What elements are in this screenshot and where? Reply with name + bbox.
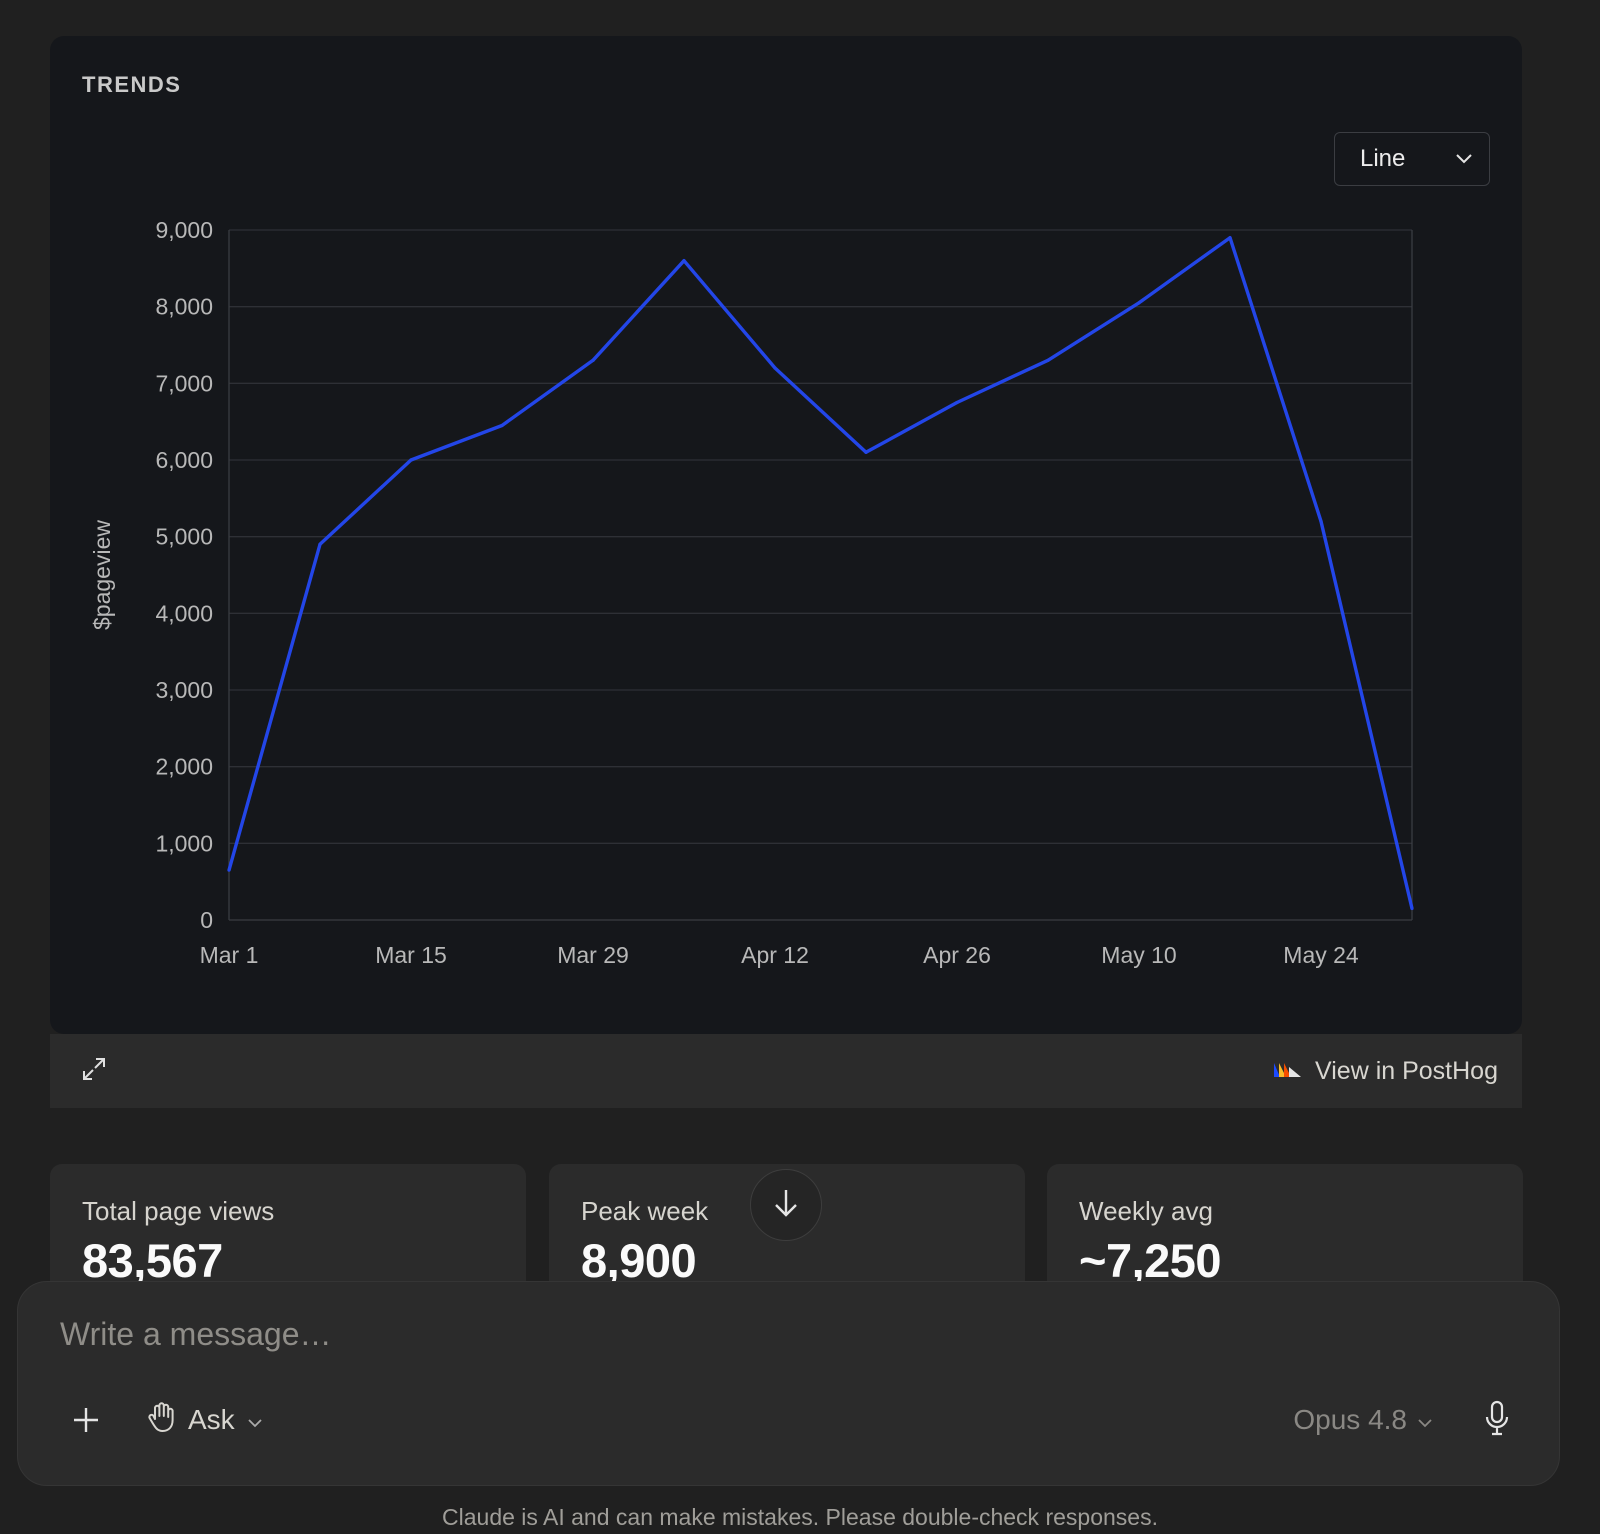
trends-line-chart: 0 1,000 2,000 3,000 4,000 5,000 6,000 7,000 8,00… <box>89 217 1414 968</box>
x-tick-label: May 10 <box>1101 942 1176 968</box>
microphone-icon <box>1482 1400 1512 1441</box>
expand-icon <box>81 1056 107 1087</box>
stat-label: Weekly avg <box>1079 1196 1213 1226</box>
chevron-down-icon <box>1455 153 1473 165</box>
x-tick-label: Apr 12 <box>741 942 809 968</box>
disclaimer-text: Claude is AI and can make mistakes. Plea… <box>442 1504 1158 1530</box>
voice-input-button[interactable] <box>1479 1400 1515 1440</box>
y-tick-label: 7,000 <box>155 370 213 396</box>
x-tick-label: Apr 26 <box>923 942 991 968</box>
x-tick-label: Mar 15 <box>375 942 447 968</box>
data-point <box>227 868 231 872</box>
add-attachment-button[interactable] <box>70 1404 102 1436</box>
stat-label: Total page views <box>82 1196 275 1226</box>
stat-value: ~7,250 <box>1079 1234 1222 1287</box>
data-point <box>591 358 595 362</box>
y-axis-title: $pageview <box>89 520 115 630</box>
y-tick-label: 0 <box>200 907 213 933</box>
model-label: Opus 4.8 <box>1293 1404 1407 1435</box>
series-line <box>227 235 1414 909</box>
y-tick-label: 5,000 <box>155 524 213 550</box>
mode-selector[interactable]: Ask <box>146 1400 263 1440</box>
x-tick-label: May 24 <box>1283 942 1359 968</box>
y-tick-label: 2,000 <box>155 754 213 780</box>
y-tick-label: 3,000 <box>155 677 213 703</box>
data-point <box>500 423 504 428</box>
view-in-posthog-link[interactable]: View in PostHog <box>1273 1057 1498 1086</box>
data-point <box>682 259 686 263</box>
y-tick-label: 1,000 <box>155 830 213 856</box>
data-point <box>773 366 777 370</box>
posthog-logo-icon <box>1273 1057 1303 1086</box>
data-point <box>1137 301 1141 305</box>
expand-button[interactable] <box>80 1057 108 1085</box>
y-tick-label: 6,000 <box>155 447 213 473</box>
chart-type-label: Line <box>1360 145 1406 172</box>
hand-icon <box>146 1401 176 1440</box>
x-tick-label: Mar 1 <box>200 942 259 968</box>
stat-label: Peak week <box>581 1196 709 1226</box>
stat-value: 8,900 <box>581 1234 697 1287</box>
data-point <box>318 542 322 546</box>
message-input[interactable] <box>60 1312 1460 1356</box>
data-point <box>864 450 868 454</box>
data-point <box>955 400 959 405</box>
data-point <box>1319 519 1323 523</box>
y-tick-label: 9,000 <box>155 217 213 243</box>
plus-icon <box>70 1408 102 1440</box>
scroll-to-bottom-button[interactable] <box>750 1169 822 1241</box>
chevron-down-icon <box>1417 1404 1433 1436</box>
mode-label: Ask <box>188 1404 235 1435</box>
message-composer: Ask Opus 4.8 <box>17 1281 1560 1486</box>
data-point <box>409 458 413 462</box>
y-tick-label: 8,000 <box>155 294 213 320</box>
chart-footer: View in PostHog <box>50 1034 1522 1108</box>
x-tick-label: Mar 29 <box>557 942 629 968</box>
arrow-down-icon <box>773 1188 799 1223</box>
stat-value: 83,567 <box>82 1234 223 1287</box>
y-tick-label: 4,000 <box>155 600 213 626</box>
chart-type-select[interactable]: Line <box>1334 132 1490 186</box>
model-selector[interactable]: Opus 4.8 <box>1293 1400 1433 1440</box>
data-point <box>1046 358 1050 362</box>
data-point <box>1228 236 1232 240</box>
trends-heading: TRENDS <box>82 72 182 97</box>
data-point <box>1410 906 1414 911</box>
chevron-down-icon <box>247 1404 263 1436</box>
trends-card: TRENDS Line 0 1,000 2,000 3,000 4,000 5,000 6,… <box>50 36 1522 1034</box>
view-in-posthog-label: View in PostHog <box>1315 1056 1498 1085</box>
